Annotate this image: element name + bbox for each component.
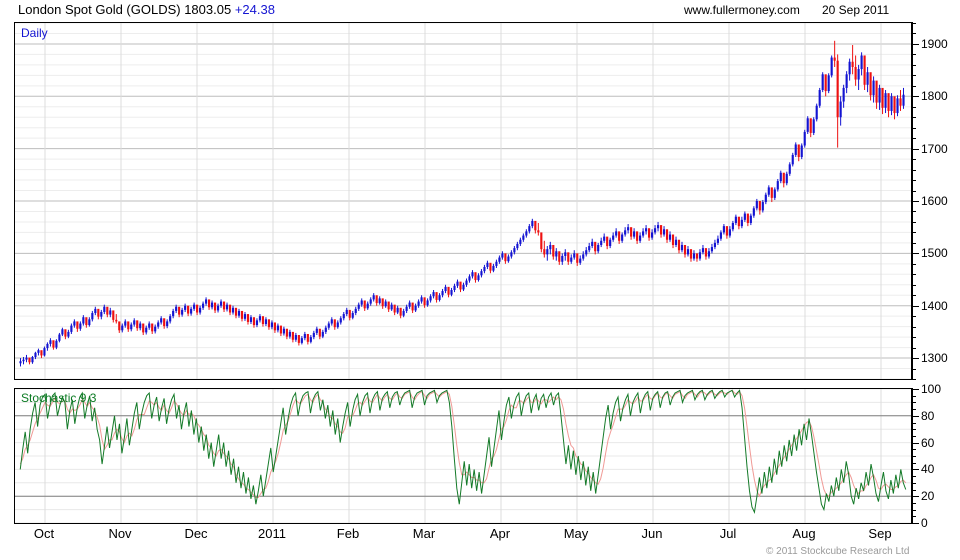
x-axis-label: May <box>563 526 589 541</box>
price-axis-tick <box>912 169 916 171</box>
price-axis-tick <box>912 43 919 45</box>
timeframe-label: Daily <box>21 26 48 40</box>
stochastic-axis-tick <box>912 449 916 451</box>
x-axis-label: Aug <box>792 526 816 541</box>
price-axis-tick <box>912 221 916 223</box>
price-axis-tick <box>912 117 916 119</box>
website-label: www.fullermoney.com <box>684 3 800 17</box>
stochastic-axis-tick <box>912 516 916 518</box>
instrument-title: London Spot Gold (GOLDS) 1803.05 <box>18 2 232 17</box>
stochastic-axis-tick <box>912 402 916 404</box>
x-axis-label: Sep <box>868 526 892 541</box>
price-axis-tick <box>912 337 916 339</box>
price-y-axis: 1300 1400 1500 1600 1700 1800 1900 <box>912 22 960 380</box>
stochastic-axis-tick <box>912 456 916 457</box>
stochastic-axis-tick <box>912 509 916 511</box>
stochastic-axis-label: 0 <box>921 516 928 530</box>
stochastic-axis-tick <box>912 496 919 498</box>
stochastic-axis-tick <box>912 435 916 437</box>
price-axis-tick <box>912 368 916 370</box>
price-axis-tick <box>912 274 916 276</box>
price-axis-tick <box>912 295 916 297</box>
price-axis-tick <box>912 232 916 234</box>
candlestick-plot <box>15 23 911 379</box>
x-axis: Oct Nov Dec 2011 Feb Mar Apr May Jun Jul Aug Sep <box>0 526 960 546</box>
stochastic-axis-tick <box>912 395 916 397</box>
price-axis-tick <box>912 148 919 150</box>
price-axis-tick <box>912 201 919 202</box>
price-axis-tick <box>912 190 916 192</box>
stochastic-axis-tick <box>912 482 916 484</box>
price-axis-tick <box>912 316 916 318</box>
price-axis-tick <box>912 23 916 24</box>
stochastic-axis-tick <box>912 462 916 464</box>
copyright-label: © 2011 Stockcube Research Ltd <box>766 546 910 557</box>
price-axis-tick <box>912 358 919 360</box>
price-axis-tick <box>912 64 916 66</box>
price-axis-tick <box>912 326 916 328</box>
x-axis-label: Nov <box>108 526 132 541</box>
price-axis-tick <box>912 211 916 213</box>
price-axis-tick <box>912 106 916 108</box>
price-axis-label: 1700 <box>921 141 948 156</box>
price-chart-panel[interactable]: Daily <box>14 22 912 380</box>
price-axis-tick <box>912 159 916 161</box>
stochastic-label: Stochastic 9,3 <box>21 391 97 405</box>
chart-header: London Spot Gold (GOLDS) 1803.05 +24.38 … <box>0 0 960 20</box>
x-axis-label: Apr <box>489 526 511 541</box>
price-change: +24.38 <box>234 2 275 17</box>
price-axis-label: 1400 <box>921 298 948 313</box>
price-axis-tick <box>912 347 916 349</box>
x-axis-label: Jul <box>719 526 737 541</box>
price-axis-tick <box>912 242 916 244</box>
stochastic-axis-tick <box>912 429 916 431</box>
stochastic-axis-tick <box>912 409 916 411</box>
x-axis-label: Jun <box>641 526 663 541</box>
price-axis-label: 1900 <box>921 36 948 51</box>
chart-date: 20 Sep 2011 <box>822 3 890 17</box>
stochastic-y-axis: 0 20 40 60 80 100 <box>912 382 960 530</box>
price-axis-tick <box>912 75 916 77</box>
price-axis-tick <box>912 85 916 87</box>
stochastic-panel[interactable]: Stochastic 9,3 <box>14 388 912 524</box>
price-axis-tick <box>912 263 916 265</box>
stochastic-axis-label: 100 <box>921 382 942 396</box>
stochastic-axis-tick <box>912 442 919 444</box>
x-axis-label: Mar <box>412 526 436 541</box>
x-axis-label: Feb <box>336 526 360 541</box>
price-axis-tick <box>912 180 916 182</box>
stochastic-axis-tick <box>912 476 916 478</box>
stochastic-axis-tick <box>912 523 919 524</box>
stochastic-axis-label: 60 <box>921 435 935 450</box>
price-axis-tick <box>912 379 916 380</box>
price-axis-tick <box>912 127 916 129</box>
price-axis-tick <box>912 54 916 56</box>
price-axis-tick <box>912 138 916 140</box>
stochastic-plot <box>15 389 911 523</box>
x-axis-label: Oct <box>33 526 55 541</box>
price-axis-tick <box>912 305 919 307</box>
stochastic-axis-tick <box>912 422 916 424</box>
stochastic-axis-label: 20 <box>921 489 935 504</box>
price-axis-tick <box>912 284 916 286</box>
x-axis-label: Dec <box>184 526 208 541</box>
stochastic-axis-label: 80 <box>921 408 935 423</box>
stochastic-axis-tick <box>912 469 919 471</box>
stochastic-axis-tick <box>912 502 916 504</box>
price-axis-label: 1300 <box>921 351 948 366</box>
stochastic-axis-tick <box>912 489 916 491</box>
page-title: London Spot Gold (GOLDS) 1803.05 +24.38 <box>18 2 275 17</box>
price-axis-label: 1800 <box>921 89 948 104</box>
price-axis-label: 1500 <box>921 246 948 261</box>
price-axis-tick <box>912 96 919 98</box>
x-axis-label: 2011 <box>258 526 286 541</box>
price-axis-tick <box>912 253 919 255</box>
stochastic-axis-tick <box>912 415 919 417</box>
stochastic-axis-tick <box>912 389 919 390</box>
price-axis-tick <box>912 33 916 35</box>
stochastic-axis-label: 40 <box>921 462 935 477</box>
price-axis-label: 1600 <box>921 194 948 208</box>
